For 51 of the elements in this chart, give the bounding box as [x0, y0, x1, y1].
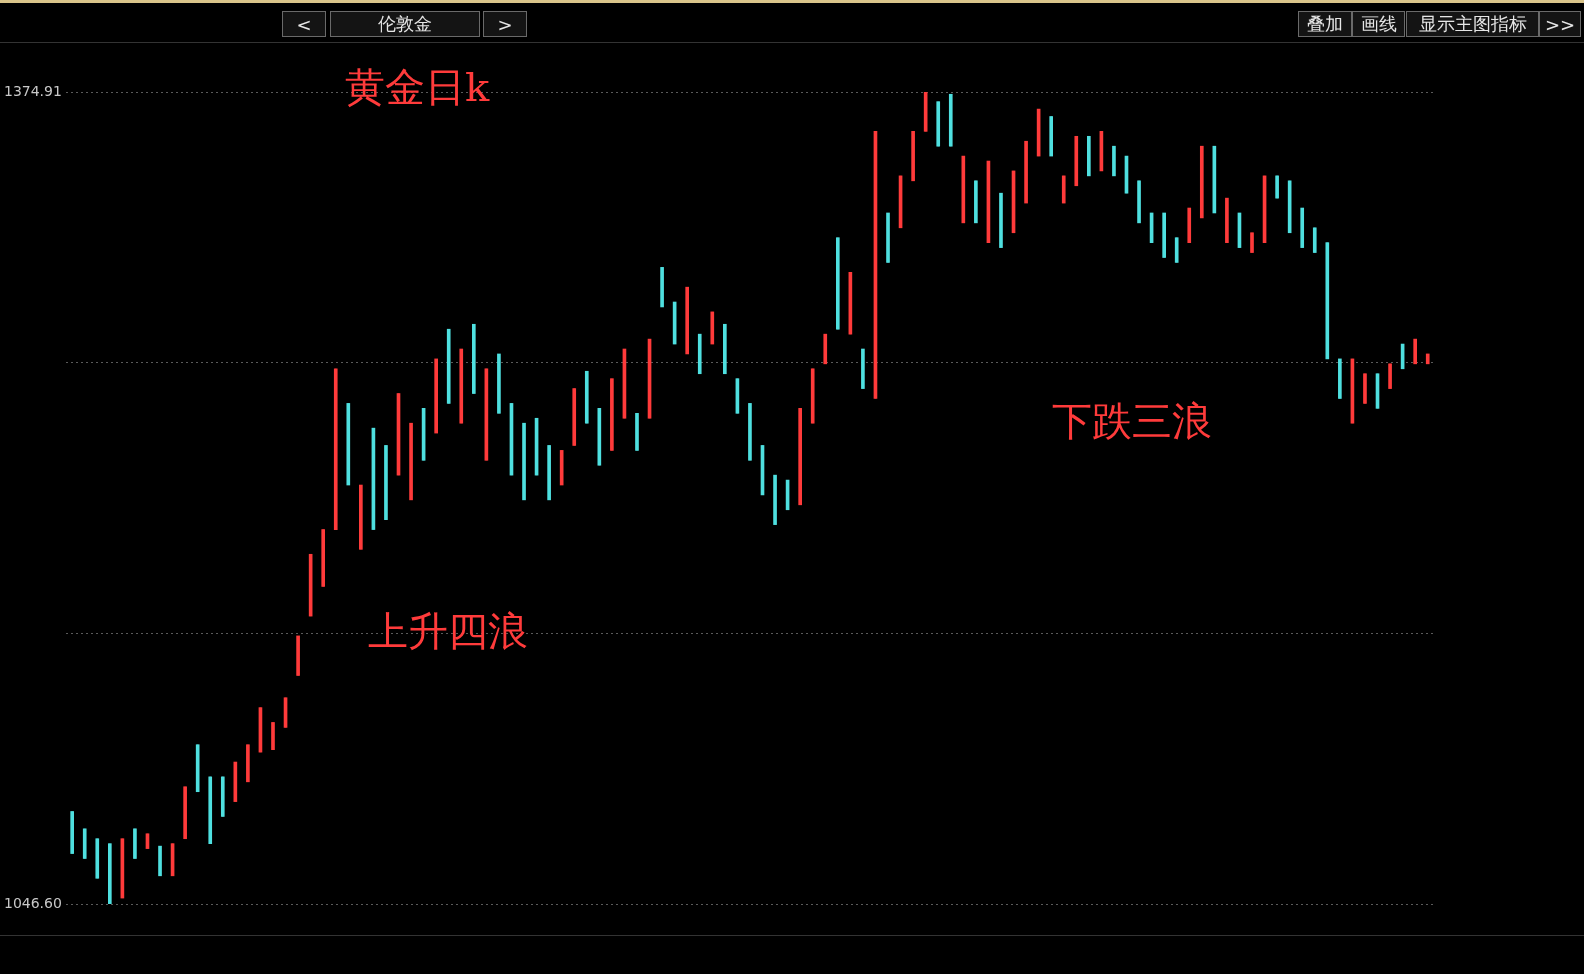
candlestick — [1112, 145, 1116, 177]
candlestick — [1413, 338, 1417, 365]
candlestick — [1287, 180, 1292, 234]
candlestick — [584, 370, 589, 424]
candlestick — [898, 175, 903, 229]
candlestick — [697, 333, 702, 375]
candlestick — [183, 786, 187, 840]
candlestick — [672, 301, 677, 345]
text: < — [282, 11, 326, 37]
candlestick — [1061, 175, 1066, 204]
candlestick — [1199, 145, 1204, 219]
candlestick — [534, 417, 539, 476]
candlestick — [1011, 170, 1016, 234]
candlestick — [961, 155, 966, 224]
candlestick — [685, 286, 690, 355]
candlestick — [810, 368, 815, 424]
text: > — [483, 11, 527, 37]
candlestick — [1036, 108, 1041, 157]
y-tick-label: 1374.91 — [3, 82, 62, 99]
candlestick — [647, 338, 652, 419]
candlestick — [723, 323, 727, 375]
candlestick — [1087, 135, 1091, 177]
candlestick — [459, 348, 464, 424]
candlestick — [308, 553, 313, 617]
chart-title: 黄金日k — [345, 64, 490, 110]
text: 画线 — [1352, 11, 1405, 37]
candlestick — [158, 845, 162, 877]
candlestick — [1124, 155, 1129, 194]
text: 显示主图指标 — [1406, 11, 1539, 37]
candlestick — [823, 333, 828, 365]
candlestick — [710, 311, 715, 345]
candlestick — [1350, 358, 1355, 424]
candlestick — [785, 479, 790, 511]
text: 叠加 — [1298, 11, 1352, 37]
text: >> — [1539, 11, 1581, 37]
candlestick — [948, 93, 953, 147]
candlestick — [1212, 145, 1217, 214]
chart-subtitle: 伦敦金 — [330, 11, 480, 37]
candlestick — [1024, 140, 1028, 204]
y-tick-label: 1046.60 — [3, 894, 62, 911]
candlestick — [1137, 180, 1141, 224]
annotation: 下跌三浪 — [1052, 398, 1212, 444]
candlestick — [974, 180, 978, 224]
candlestick — [622, 348, 627, 419]
candlestick — [522, 422, 526, 501]
candlestick — [1400, 343, 1405, 370]
candlestick — [1074, 135, 1079, 187]
candlestick — [409, 422, 413, 501]
candlestick — [1275, 175, 1279, 199]
candlestick — [434, 358, 438, 434]
annotation: 上升四浪 — [368, 608, 528, 654]
